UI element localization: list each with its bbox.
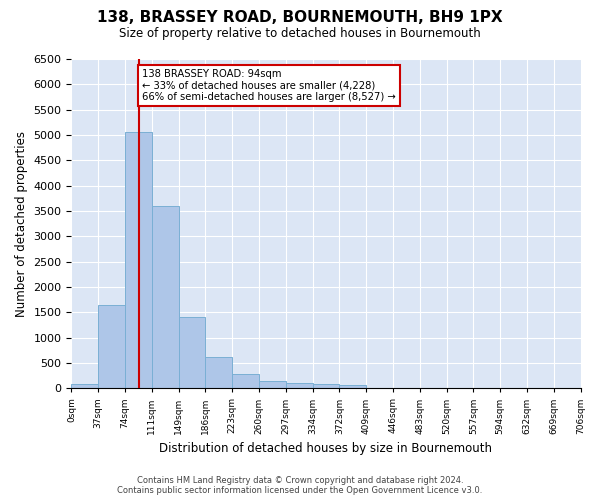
Bar: [71, 384, 98, 388]
Bar: [232, 374, 259, 388]
Bar: [259, 381, 286, 388]
Text: 138 BRASSEY ROAD: 94sqm
← 33% of detached houses are smaller (4,228)
66% of semi: 138 BRASSEY ROAD: 94sqm ← 33% of detache…: [142, 69, 396, 102]
Y-axis label: Number of detached properties: Number of detached properties: [15, 130, 28, 316]
Bar: [125, 132, 152, 388]
Bar: [340, 385, 366, 388]
Bar: [286, 383, 313, 388]
Bar: [313, 384, 340, 388]
X-axis label: Distribution of detached houses by size in Bournemouth: Distribution of detached houses by size …: [160, 442, 493, 455]
Text: Contains HM Land Registry data © Crown copyright and database right 2024.
Contai: Contains HM Land Registry data © Crown c…: [118, 476, 482, 495]
Bar: [179, 317, 205, 388]
Bar: [205, 357, 232, 388]
Text: 138, BRASSEY ROAD, BOURNEMOUTH, BH9 1PX: 138, BRASSEY ROAD, BOURNEMOUTH, BH9 1PX: [97, 10, 503, 25]
Bar: [152, 206, 179, 388]
Bar: [98, 304, 125, 388]
Text: Size of property relative to detached houses in Bournemouth: Size of property relative to detached ho…: [119, 28, 481, 40]
